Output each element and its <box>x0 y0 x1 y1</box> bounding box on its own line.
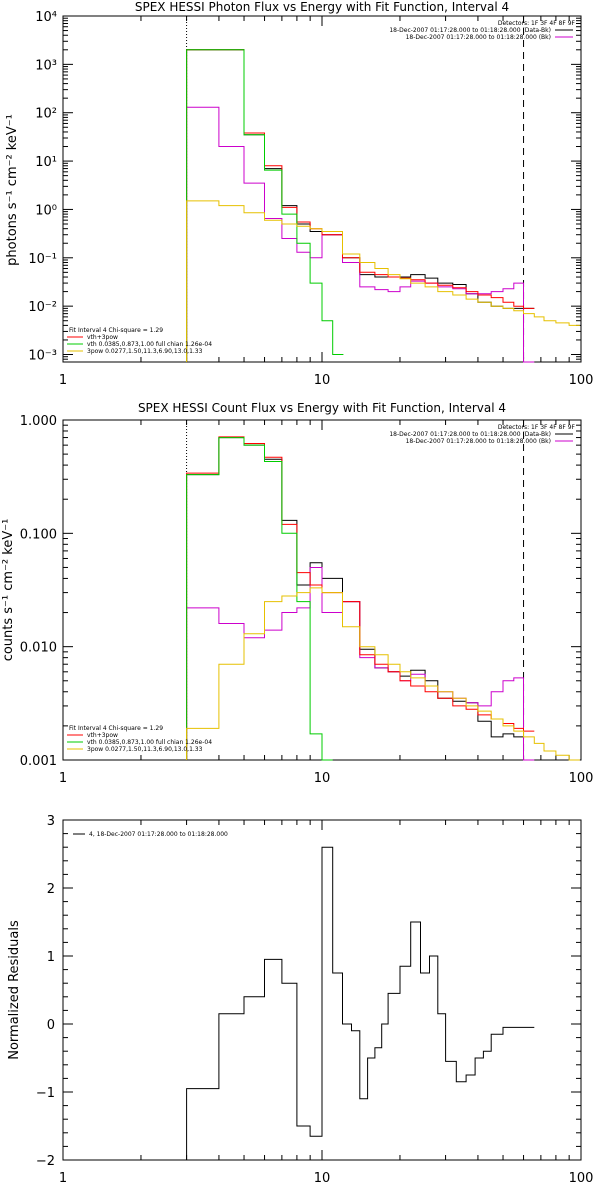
y-tick-label: 0 <box>47 1018 55 1033</box>
legend-entry: Detectors: 1F 3F 4F 8F 9F <box>498 20 576 27</box>
residuals-panel: Normalized Residuals 1 10 100 −2 −1 0 1 2 3 4, 18-… <box>7 814 593 1186</box>
x-tick-label: 100 <box>569 373 594 388</box>
y-axis-label: Normalized Residuals <box>7 920 22 1060</box>
chart-title: SPEX HESSI Count Flux vs Energy with Fit… <box>138 401 506 415</box>
y-tick-label: 3 <box>47 814 55 829</box>
x-tick-label: 100 <box>569 771 594 786</box>
y-tick-label: 10⁻³ <box>28 349 57 364</box>
series-bk-line <box>186 106 535 363</box>
y-tick-label: 10¹ <box>35 155 57 170</box>
legend-entry: Detectors: 1F 3F 4F 8F 9F <box>498 424 576 431</box>
series-vth-line <box>186 49 344 362</box>
legend-entry: vth 0.0385,0.873,1.00 full chian 1.26e-0… <box>87 341 212 348</box>
chart-title: SPEX HESSI Photon Flux vs Energy with Fi… <box>135 0 509 14</box>
series-3pow-line <box>186 200 580 362</box>
y-axis-label: counts s⁻¹ cm⁻² keV⁻¹ <box>1 519 16 662</box>
legend-entry: 18-Dec-2007 01:17:28.000 to 01:18:28.000… <box>406 34 551 41</box>
y-tick-label: 2 <box>47 882 55 897</box>
y-axis-label: photons s⁻¹ cm⁻² keV⁻¹ <box>5 114 20 266</box>
y-tick-label: −2 <box>36 1154 55 1169</box>
series-data-bk-line <box>186 437 535 761</box>
x-tick-label: 1 <box>59 373 67 388</box>
legend-entry: vth+3pow <box>87 732 118 739</box>
y-tick-label: 1.000 <box>20 414 57 429</box>
legend-entry: 18-Dec-2007 01:17:28.000 to 01:18:28.000… <box>406 438 551 445</box>
series-vth-line <box>186 437 333 761</box>
y-tick-label: 0.100 <box>20 527 57 542</box>
y-tick-label: 10⁰ <box>35 203 57 218</box>
y-tick-label: 10⁴ <box>35 10 57 25</box>
x-tick-label: 10 <box>314 1171 331 1186</box>
x-tick-label: 10 <box>314 373 331 388</box>
y-tick-label: 10³ <box>35 58 57 73</box>
x-tick-label: 100 <box>569 1171 594 1186</box>
legend-entry: 18-Dec-2007 01:17:28.000 to 01:18:28.000… <box>389 27 551 34</box>
legend-entry: Fit Interval 4 Chi-square = 1.29 <box>69 327 163 334</box>
x-tick-label: 10 <box>314 771 331 786</box>
x-tick-label: 1 <box>59 771 67 786</box>
legend-entry: 3pow 0.0277,1.50,11.3,6.90,13.0,1.33 <box>87 746 203 753</box>
legend-entry: Fit Interval 4 Chi-square = 1.29 <box>69 725 163 732</box>
count-flux-panel: SPEX HESSI Count Flux vs Energy with Fit… <box>1 401 593 786</box>
photon-flux-panel: SPEX HESSI Photon Flux vs Energy with Fi… <box>5 0 593 388</box>
x-tick-label: 1 <box>59 1171 67 1186</box>
y-tick-label: 0.001 <box>20 754 57 769</box>
y-tick-label: 0.010 <box>20 641 57 656</box>
series-3pow-line <box>186 587 580 761</box>
legend-entry: vth+3pow <box>87 334 118 341</box>
legend-entry: 3pow 0.0277,1.50,11.3,6.90,13.0,1.33 <box>87 348 203 355</box>
y-tick-label: 10⁻¹ <box>28 252 57 267</box>
y-tick-label: 1 <box>47 950 55 965</box>
series-residuals-line <box>186 846 535 1160</box>
legend-entry: 4, 18-Dec-2007 01:17:28.000 to 01:18:28.… <box>89 831 228 838</box>
y-tick-label: −1 <box>36 1086 55 1101</box>
y-tick-label: 10⁻² <box>28 300 57 315</box>
legend-entry: 18-Dec-2007 01:17:28.000 to 01:18:28.000… <box>389 431 551 438</box>
legend-entry: vth 0.0385,0.873,1.00 full chian 1.26e-0… <box>87 739 212 746</box>
y-tick-label: 10² <box>35 107 57 122</box>
